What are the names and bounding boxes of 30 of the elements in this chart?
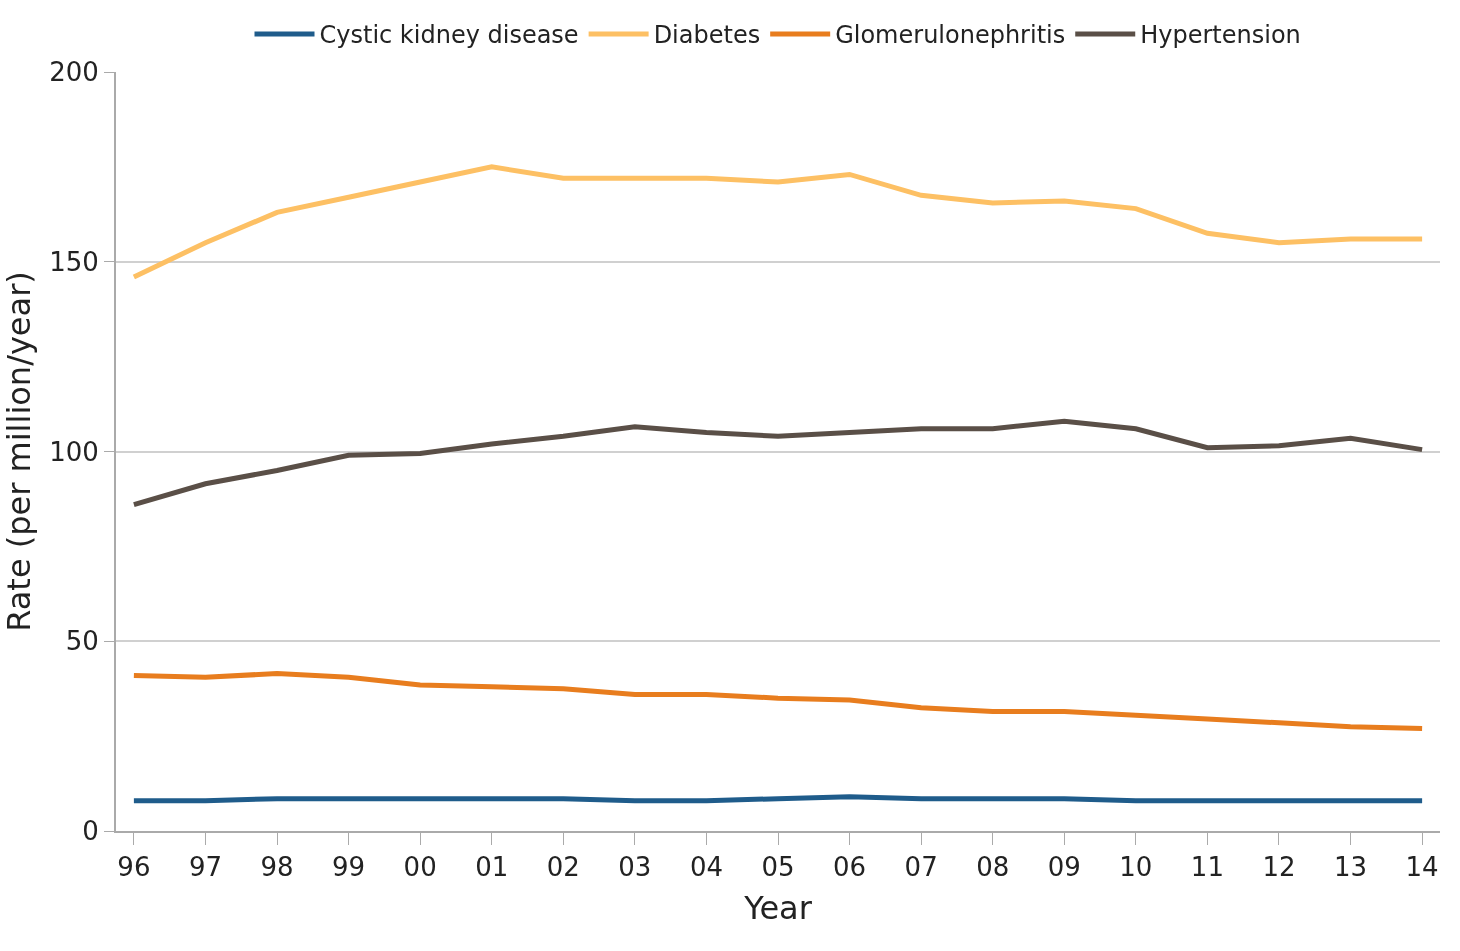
x-tick-label: 05 bbox=[761, 852, 795, 883]
x-tick-label: 01 bbox=[475, 852, 509, 883]
x-tick-label: 99 bbox=[332, 852, 366, 883]
x-tick-label: 02 bbox=[546, 852, 580, 883]
x-tick-label: 12 bbox=[1262, 852, 1296, 883]
x-tick-label: 00 bbox=[403, 852, 437, 883]
y-tick-label: 50 bbox=[65, 626, 99, 657]
legend-label: Diabetes bbox=[653, 21, 761, 50]
y-tick-label: 150 bbox=[49, 246, 99, 277]
x-tick-label: 06 bbox=[833, 852, 867, 883]
x-tick-label: 98 bbox=[260, 852, 294, 883]
x-tick-label: 10 bbox=[1119, 852, 1153, 883]
x-tick-label: 08 bbox=[976, 852, 1010, 883]
x-axis-title: Year bbox=[743, 888, 813, 927]
x-tick-label: 03 bbox=[618, 852, 652, 883]
y-tick-label: 100 bbox=[49, 436, 99, 467]
legend-label: Glomerulonephritis bbox=[835, 21, 1066, 50]
x-tick-label: 96 bbox=[117, 852, 151, 883]
legend-label: Cystic kidney disease bbox=[319, 21, 579, 50]
x-tick-label: 13 bbox=[1333, 852, 1368, 883]
x-tick-label: 14 bbox=[1405, 852, 1439, 883]
x-tick-label: 97 bbox=[188, 852, 223, 883]
x-tick-label: 11 bbox=[1190, 852, 1224, 883]
x-tick-label: 04 bbox=[689, 852, 723, 883]
y-axis-title: Rate (per million/year) bbox=[0, 271, 38, 632]
legend-label: Hypertension bbox=[1140, 21, 1301, 50]
y-tick-label: 0 bbox=[82, 816, 99, 847]
y-tick-label: 200 bbox=[49, 57, 99, 88]
x-tick-label: 07 bbox=[904, 852, 938, 883]
x-tick-label: 09 bbox=[1047, 852, 1081, 883]
